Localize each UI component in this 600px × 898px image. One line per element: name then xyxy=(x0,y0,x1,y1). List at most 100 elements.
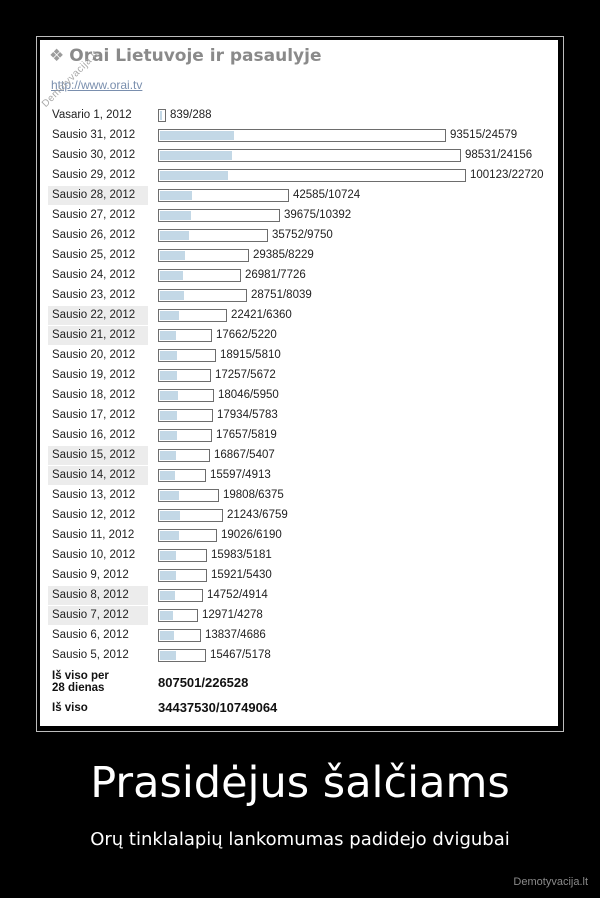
chart-row: Sausio 5, 2012 15467/5178 xyxy=(48,646,552,666)
poster-caption: Prasidėjus šalčiams xyxy=(90,758,510,808)
visits-bar xyxy=(158,389,214,402)
chart-row: Sausio 8, 2012 14752/4914 xyxy=(48,586,552,606)
value-label: 39675/10392 xyxy=(284,209,352,221)
category-label: Sausio 28, 2012 xyxy=(48,186,148,205)
unique-visits-fill xyxy=(160,171,228,180)
unique-visits-fill xyxy=(160,251,185,260)
chart-row: Sausio 18, 2012 18046/5950 xyxy=(48,386,552,406)
value-label: 18915/5810 xyxy=(220,349,281,361)
chart-row: Sausio 12, 2012 21243/6759 xyxy=(48,506,552,526)
visits-bar xyxy=(158,269,241,282)
unique-visits-fill xyxy=(160,151,232,160)
category-label: Sausio 23, 2012 xyxy=(52,289,136,301)
chart-row: Sausio 11, 2012 19026/6190 xyxy=(48,526,552,546)
value-label: 42585/10724 xyxy=(293,189,361,201)
category-label: Sausio 11, 2012 xyxy=(52,529,135,541)
total-28-days-label-line: Iš viso per xyxy=(52,670,109,682)
visits-bar xyxy=(158,229,268,242)
unique-visits-fill xyxy=(160,111,162,120)
chart-row: Sausio 28, 2012 42585/10724 xyxy=(48,186,552,206)
unique-visits-fill xyxy=(160,211,191,220)
diamond-cluster-icon: ❖ xyxy=(49,46,65,66)
unique-visits-fill xyxy=(160,471,175,480)
site-link[interactable]: http://www.orai.tv xyxy=(51,78,143,92)
visits-bar xyxy=(158,169,466,182)
unique-visits-fill xyxy=(160,351,177,360)
unique-visits-fill xyxy=(160,231,189,240)
unique-visits-fill xyxy=(160,371,177,380)
value-label: 15921/5430 xyxy=(211,569,272,581)
category-label: Sausio 29, 2012 xyxy=(52,169,136,181)
category-label: Sausio 31, 2012 xyxy=(52,129,136,141)
visits-bar xyxy=(158,649,206,662)
value-label: 15467/5178 xyxy=(210,649,271,661)
chart-row: Sausio 20, 2012 18915/5810 xyxy=(48,346,552,366)
value-label: 19808/6375 xyxy=(223,489,284,501)
chart-row: Sausio 31, 2012 93515/24579 xyxy=(48,126,552,146)
value-label: 100123/22720 xyxy=(470,169,544,181)
visits-bar xyxy=(158,249,249,262)
category-label: Sausio 15, 2012 xyxy=(48,446,148,465)
category-label: Sausio 14, 2012 xyxy=(48,466,148,485)
value-label: 14752/4914 xyxy=(207,589,268,601)
category-label: Sausio 13, 2012 xyxy=(52,489,136,501)
visits-bar xyxy=(158,209,280,222)
unique-visits-fill xyxy=(160,591,175,600)
visits-bar xyxy=(158,429,212,442)
value-label: 16867/5407 xyxy=(214,449,275,461)
value-label: 35752/9750 xyxy=(272,229,333,241)
total-all-label: Iš viso xyxy=(52,702,88,714)
chart-row: Sausio 7, 2012 12971/4278 xyxy=(48,606,552,626)
category-label: Sausio 8, 2012 xyxy=(48,586,148,605)
chart-row: Sausio 29, 2012 100123/22720 xyxy=(48,166,552,186)
chart-row: Sausio 13, 2012 19808/6375 xyxy=(48,486,552,506)
value-label: 12971/4278 xyxy=(202,609,263,621)
unique-visits-fill xyxy=(160,631,174,640)
unique-visits-fill xyxy=(160,451,176,460)
value-label: 93515/24579 xyxy=(450,129,518,141)
category-label: Sausio 27, 2012 xyxy=(52,209,136,221)
value-label: 21243/6759 xyxy=(227,509,288,521)
poster-subcaption: Orų tinklalapių lankomumas padidejo dvig… xyxy=(90,829,510,850)
chart-row: Sausio 16, 2012 17657/5819 xyxy=(48,426,552,446)
visits-bar xyxy=(158,369,211,382)
unique-visits-fill xyxy=(160,311,179,320)
visits-bar xyxy=(158,609,198,622)
category-label: Sausio 30, 2012 xyxy=(52,149,136,161)
value-label: 98531/24156 xyxy=(465,149,533,161)
unique-visits-fill xyxy=(160,531,179,540)
category-label: Sausio 10, 2012 xyxy=(52,549,136,561)
unique-visits-fill xyxy=(160,511,180,520)
total-28-days-value: 807501/226528 xyxy=(158,675,249,690)
value-label: 17657/5819 xyxy=(216,429,277,441)
site-header: ❖ Orai Lietuvoje ir pasaulyje xyxy=(49,43,322,69)
category-label: Sausio 26, 2012 xyxy=(52,229,136,241)
chart-row: Sausio 6, 2012 13837/4686 xyxy=(48,626,552,646)
visits-bar xyxy=(158,509,223,522)
visits-bar xyxy=(158,549,207,562)
stats-panel: ❖ Orai Lietuvoje ir pasaulyje http://www… xyxy=(40,40,558,726)
category-label: Sausio 12, 2012 xyxy=(52,509,136,521)
category-label: Sausio 25, 2012 xyxy=(52,249,136,261)
value-label: 17662/5220 xyxy=(216,329,277,341)
value-label: 13837/4686 xyxy=(205,629,266,641)
chart-row: Sausio 27, 2012 39675/10392 xyxy=(48,206,552,226)
visits-bar xyxy=(158,629,201,642)
unique-visits-fill xyxy=(160,571,176,580)
visits-bar xyxy=(158,409,213,422)
value-label: 26981/7726 xyxy=(245,269,306,281)
value-label: 839/288 xyxy=(170,109,212,121)
unique-visits-fill xyxy=(160,431,177,440)
site-title: Orai Lietuvoje ir pasaulyje xyxy=(69,46,322,66)
total-28-days-label: Iš viso per 28 dienas xyxy=(52,670,109,694)
value-label: 15983/5181 xyxy=(211,549,272,561)
unique-visits-fill xyxy=(160,271,183,280)
visits-bar xyxy=(158,449,210,462)
chart-row: Sausio 24, 2012 26981/7726 xyxy=(48,266,552,286)
category-label: Sausio 17, 2012 xyxy=(52,409,136,421)
total-all-value: 34437530/10749064 xyxy=(158,700,278,715)
unique-visits-fill xyxy=(160,291,184,300)
total-28-days-label-line: 28 dienas xyxy=(52,682,105,694)
category-label: Sausio 7, 2012 xyxy=(48,606,148,625)
unique-visits-fill xyxy=(160,611,173,620)
